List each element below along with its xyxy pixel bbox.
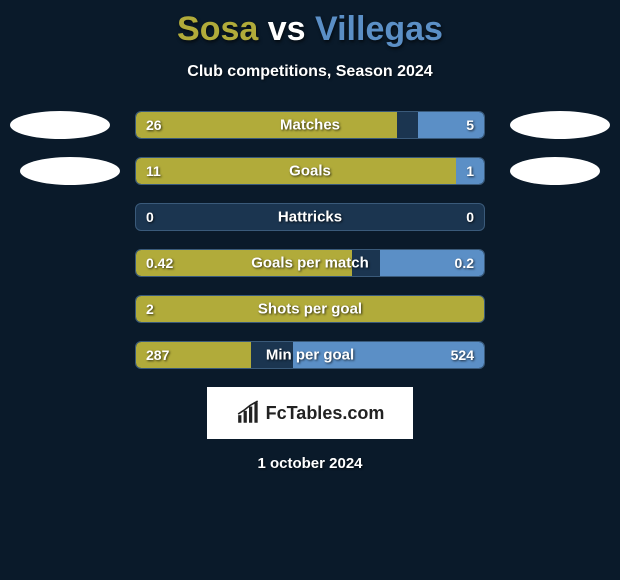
bars-container: 265Matches111Goals00Hattricks0.420.2Goal… — [135, 111, 485, 369]
page-title: Sosa vs Villegas — [0, 0, 620, 49]
player-right-avatar-2 — [510, 157, 600, 185]
value-left: 26 — [146, 117, 162, 133]
value-right: 5 — [466, 117, 474, 133]
metric-row: 287 524 Min per goal — [135, 341, 485, 369]
value-left: 287 — [146, 347, 169, 363]
player-left-avatar-1 — [10, 111, 110, 139]
logo-box: FcTables.com — [207, 387, 413, 439]
metric-row: 111Goals — [135, 157, 485, 185]
value-left: 0.42 — [146, 255, 173, 271]
metric-row: 0 0 Hattricks — [135, 203, 485, 231]
metric-label: Goals per match — [251, 255, 369, 272]
logo-text: FcTables.com — [266, 403, 385, 424]
metric-label: Matches — [280, 117, 340, 134]
comparison-content: 265Matches111Goals00Hattricks0.420.2Goal… — [0, 111, 620, 369]
value-left: 11 — [146, 163, 161, 179]
value-left: 0 — [146, 209, 154, 225]
chart-icon — [236, 400, 262, 426]
value-right: 524 — [451, 347, 474, 363]
bar-left — [136, 112, 397, 138]
metric-row: 2 Shots per goal — [135, 295, 485, 323]
title-vs: vs — [268, 10, 306, 48]
metric-label: Min per goal — [266, 347, 354, 364]
title-left: Sosa — [177, 10, 258, 48]
metric-label: Goals — [289, 163, 331, 180]
date-label: 1 october 2024 — [0, 455, 620, 472]
value-right: 0 — [466, 209, 474, 225]
value-right: 0.2 — [455, 255, 474, 271]
title-right: Villegas — [315, 10, 443, 48]
value-left: 2 — [146, 301, 154, 317]
metric-label: Shots per goal — [258, 301, 362, 318]
value-right: 1 — [466, 163, 474, 179]
metric-label: Hattricks — [278, 209, 342, 226]
subtitle: Club competitions, Season 2024 — [0, 63, 620, 81]
metric-row: 26 5 Matches — [135, 111, 485, 139]
metric-row: 0.42 0.2 Goals per match — [135, 249, 485, 277]
player-left-avatar-2 — [20, 157, 120, 185]
player-right-avatar-1 — [510, 111, 610, 139]
